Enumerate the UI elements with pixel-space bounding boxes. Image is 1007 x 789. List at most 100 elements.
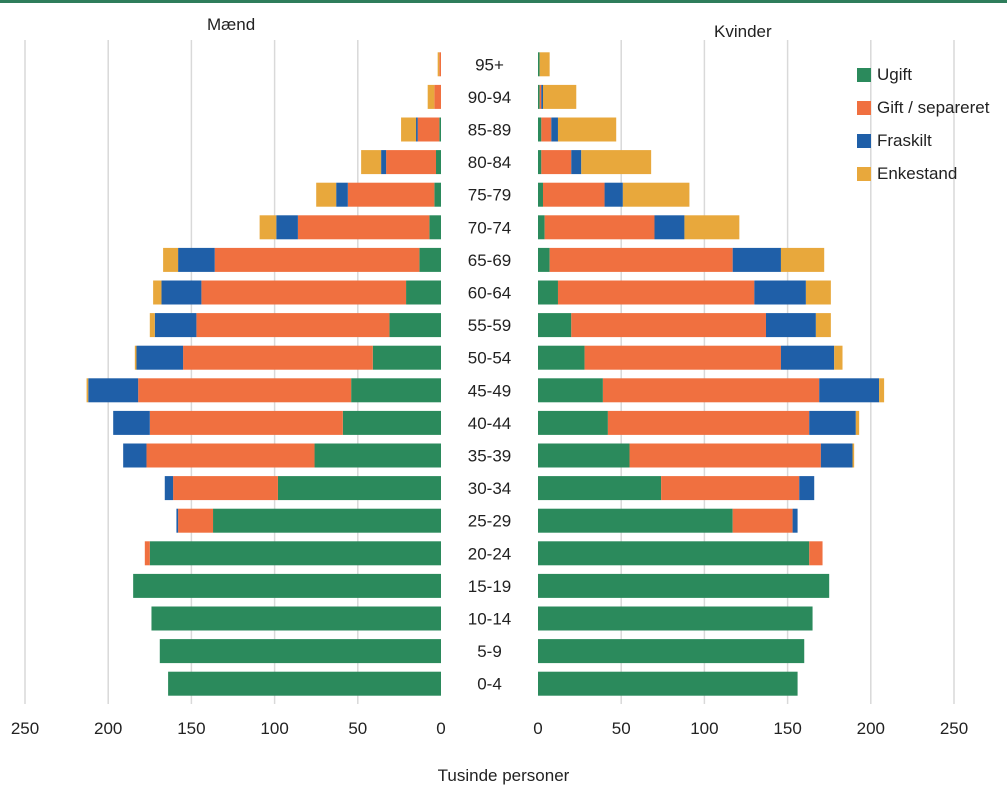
bar-left-fraskilt-30-34	[164, 476, 174, 501]
x-axis-title: Tusinde personer	[437, 766, 570, 785]
category-label-40-44: 40-44	[468, 414, 511, 433]
bar-right-gift-separeret-40-44	[607, 410, 810, 435]
bar-left-fraskilt-60-64	[161, 280, 202, 305]
tick-label-left-150: 150	[177, 719, 205, 738]
bar-right-fraskilt-70-74	[654, 215, 685, 240]
bar-left-gift-separeret-75-79	[347, 182, 435, 207]
bar-right-fraskilt-60-64	[754, 280, 806, 305]
bar-left-enkestand-60-64	[153, 280, 162, 305]
category-label-60-64: 60-64	[468, 284, 511, 303]
bar-right-gift-separeret-25-29	[732, 508, 793, 533]
category-label-65-69: 65-69	[468, 251, 511, 270]
bar-right-fraskilt-55-59	[765, 313, 816, 338]
bar-right-gift-separeret-50-54	[584, 345, 781, 370]
category-label-75-79: 75-79	[468, 186, 511, 205]
legend-swatch-enkestand	[857, 166, 871, 181]
bar-left-gift-separeret-60-64	[201, 280, 407, 305]
bar-right-fraskilt-75-79	[604, 182, 623, 207]
bar-right-ugift-70-74	[538, 215, 545, 240]
bar-left-ugift-40-44	[342, 410, 441, 435]
bar-right-enkestand-90-94	[542, 84, 577, 109]
bar-right-gift-separeret-75-79	[542, 182, 605, 207]
bar-right-ugift-30-34	[538, 476, 662, 501]
category-label-95+: 95+	[475, 55, 504, 74]
bar-right-gift-separeret-45-49	[602, 378, 820, 403]
bar-right-fraskilt-90-94	[541, 84, 543, 109]
bar-right-enkestand-70-74	[684, 215, 740, 240]
bar-left-gift-separeret-95+	[439, 52, 441, 77]
bar-left-gift-separeret-35-39	[146, 443, 315, 468]
bar-left-fraskilt-80-84	[381, 150, 387, 175]
bar-right-fraskilt-45-49	[819, 378, 880, 403]
bar-left-gift-separeret-25-29	[178, 508, 214, 533]
tick-label-left-250: 250	[11, 719, 39, 738]
bar-left-gift-separeret-85-89	[417, 117, 440, 142]
bar-left-enkestand-90-94	[427, 84, 435, 109]
bar-left-fraskilt-55-59	[154, 313, 197, 338]
category-label-30-34: 30-34	[468, 479, 511, 498]
bar-right-ugift-0-4	[538, 671, 798, 696]
bar-right-enkestand-80-84	[581, 150, 652, 175]
bar-right-ugift-90-94	[538, 84, 540, 109]
bar-left-fraskilt-65-69	[178, 247, 215, 272]
bar-right-gift-separeret-30-34	[661, 476, 800, 501]
bar-left-ugift-15-19	[133, 573, 441, 598]
bar-left-enkestand-50-54	[134, 345, 137, 370]
bar-left-ugift-30-34	[277, 476, 441, 501]
bar-left-gift-separeret-20-24	[144, 541, 150, 566]
bar-right-enkestand-65-69	[780, 247, 825, 272]
bar-right-gift-separeret-55-59	[571, 313, 766, 338]
tick-label-right-200: 200	[857, 719, 885, 738]
bar-left-gift-separeret-70-74	[297, 215, 430, 240]
bar-right-fraskilt-65-69	[732, 247, 781, 272]
bar-right-gift-separeret-85-89	[541, 117, 552, 142]
bar-right-fraskilt-85-89	[551, 117, 558, 142]
category-label-0-4: 0-4	[477, 675, 502, 694]
bar-right-gift-separeret-90-94	[539, 84, 542, 109]
bar-right-enkestand-40-44	[855, 410, 860, 435]
tick-label-right-100: 100	[690, 719, 718, 738]
bar-right-ugift-65-69	[538, 247, 550, 272]
bar-left-ugift-0-4	[168, 671, 441, 696]
bar-right-ugift-85-89	[538, 117, 542, 142]
bar-left-gift-separeret-80-84	[386, 150, 437, 175]
bar-right-enkestand-35-39	[852, 443, 855, 468]
legend-item-ugift: Ugift	[857, 58, 989, 91]
bar-right-fraskilt-80-84	[571, 150, 582, 175]
bar-right-gift-separeret-70-74	[544, 215, 655, 240]
legend-label-fraskilt: Fraskilt	[877, 130, 932, 150]
bar-left-gift-separeret-30-34	[173, 476, 278, 501]
bar-left-fraskilt-70-74	[276, 215, 298, 240]
legend-label-enkestand: Enkestand	[877, 163, 958, 183]
tick-label-left-200: 200	[94, 719, 122, 738]
bar-right-fraskilt-30-34	[799, 476, 815, 501]
bar-right-gift-separeret-35-39	[629, 443, 821, 468]
top-rule	[0, 0, 1007, 3]
panel-title-right: Kvinder	[714, 22, 772, 41]
bar-left-ugift-80-84	[436, 150, 441, 175]
bar-left-gift-separeret-50-54	[183, 345, 373, 370]
legend-label-ugift: Ugift	[877, 64, 912, 84]
bar-right-ugift-5-9	[538, 639, 805, 664]
category-label-70-74: 70-74	[468, 218, 511, 237]
category-label-35-39: 35-39	[468, 447, 511, 466]
legend-swatch-gift	[857, 100, 871, 115]
bar-left-enkestand-80-84	[361, 150, 382, 175]
bar-right-ugift-10-14	[538, 606, 813, 631]
bar-left-enkestand-75-79	[316, 182, 337, 207]
bar-right-ugift-60-64	[538, 280, 558, 305]
bar-left-fraskilt-75-79	[336, 182, 348, 207]
category-label-55-59: 55-59	[468, 316, 511, 335]
legend-item-enkestand: Enkestand	[857, 157, 989, 190]
legend-swatch-fraskilt	[857, 133, 871, 148]
bar-right-ugift-95+	[538, 52, 540, 77]
bar-left-gift-separeret-40-44	[149, 410, 343, 435]
bar-right-enkestand-45-49	[879, 378, 885, 403]
category-label-5-9: 5-9	[477, 642, 502, 661]
bar-right-ugift-20-24	[538, 541, 810, 566]
bar-left-fraskilt-25-29	[176, 508, 179, 533]
bar-left-enkestand-70-74	[259, 215, 277, 240]
bar-right-enkestand-50-54	[834, 345, 843, 370]
bar-left-fraskilt-85-89	[416, 117, 418, 142]
legend-item-gift: Gift / separeret	[857, 91, 989, 124]
